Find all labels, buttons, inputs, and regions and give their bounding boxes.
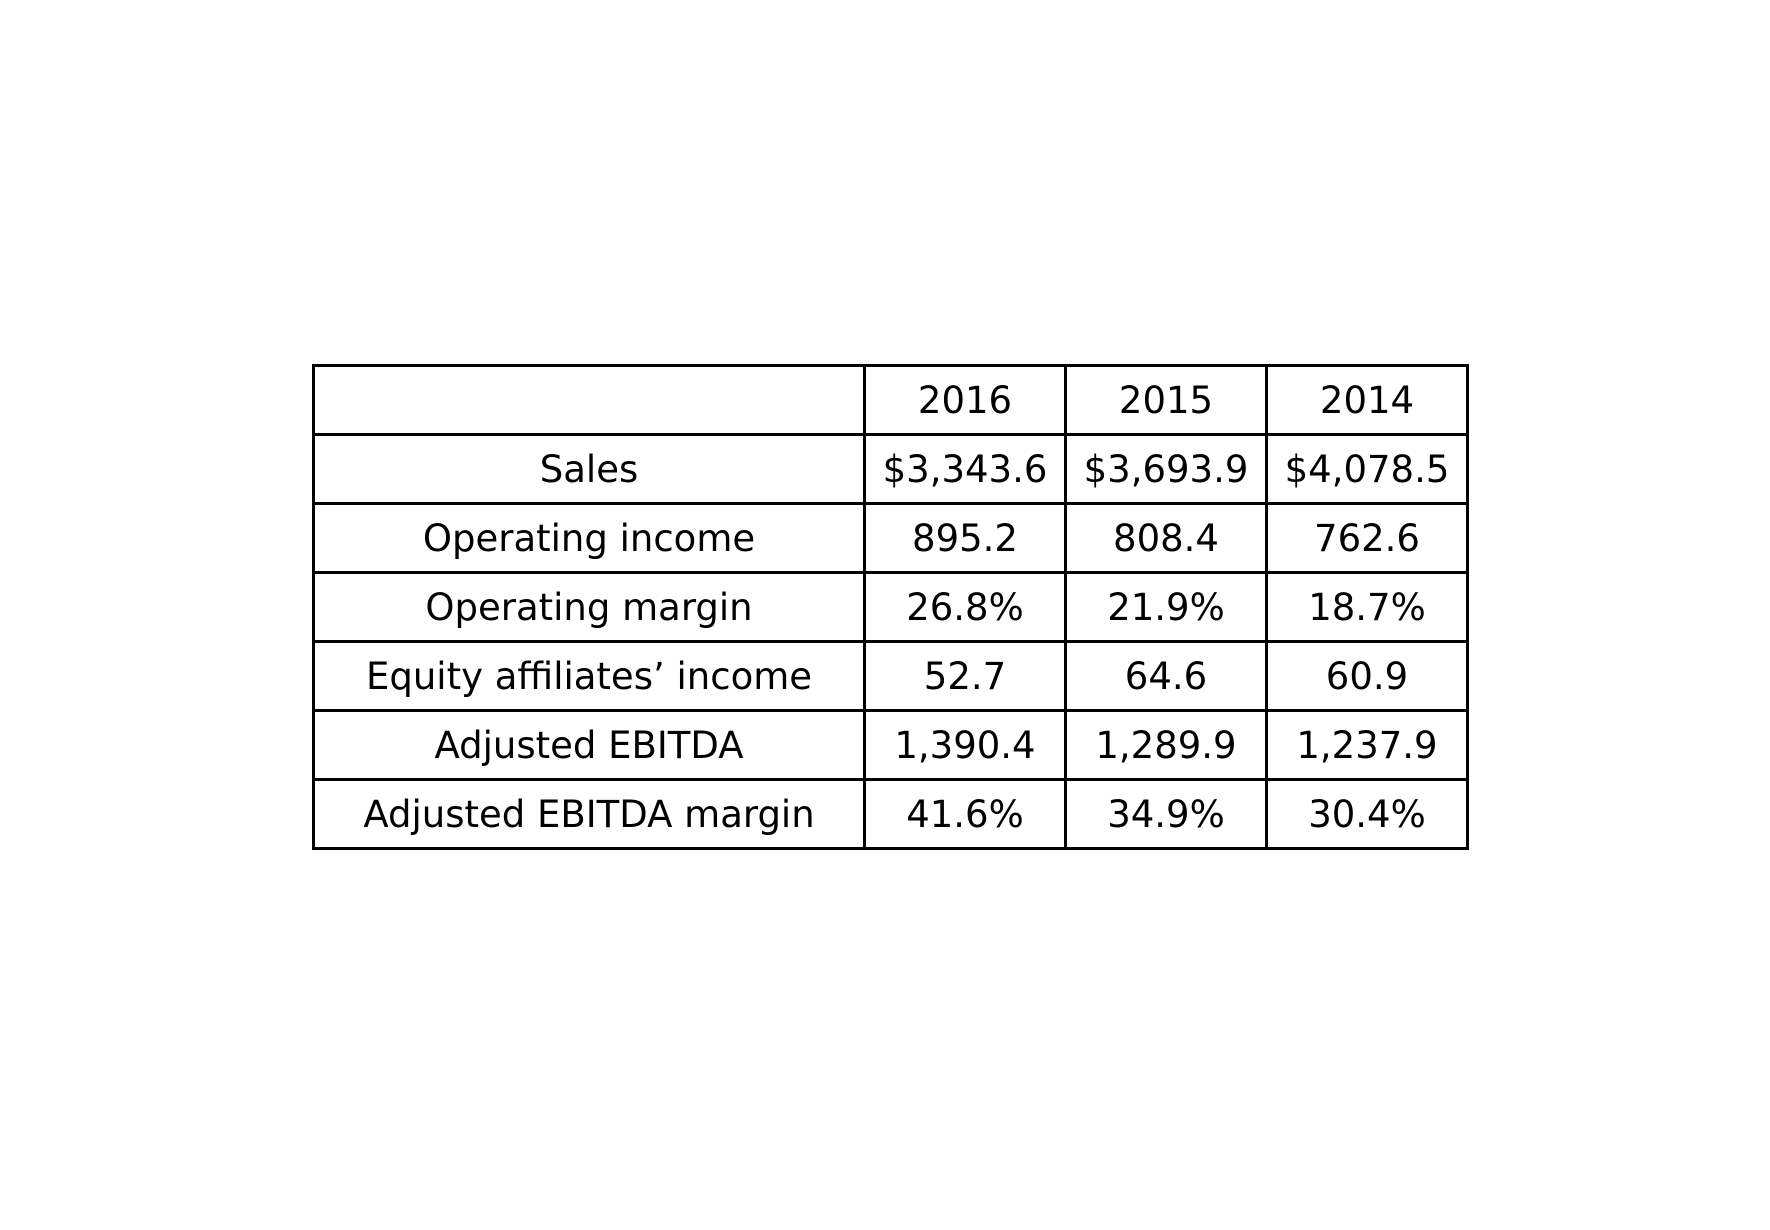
table-row-sales: Sales $3,343.6 $3,693.9 $4,078.5 [312, 433, 1469, 505]
row-label-cell: Equity affiliates’ income [312, 640, 866, 712]
row-label-cell: Sales [312, 433, 866, 505]
value-cell: 60.9 [1265, 640, 1469, 712]
value-cell: 41.6% [863, 778, 1067, 850]
row-label-cell: Operating margin [312, 571, 866, 643]
value-cell: $3,693.9 [1064, 433, 1268, 505]
header-cell-empty [312, 364, 866, 436]
value-cell: 52.7 [863, 640, 1067, 712]
header-cell-2014: 2014 [1265, 364, 1469, 436]
table-row-adjusted-ebitda: Adjusted EBITDA 1,390.4 1,289.9 1,237.9 [312, 709, 1469, 781]
value-cell: 30.4% [1265, 778, 1469, 850]
value-cell: 762.6 [1265, 502, 1469, 574]
table-row-operating-margin: Operating margin 26.8% 21.9% 18.7% [312, 571, 1469, 643]
value-cell: 895.2 [863, 502, 1067, 574]
header-row: 2016 2015 2014 [312, 364, 1469, 436]
value-cell: $3,343.6 [863, 433, 1067, 505]
table-row-operating-income: Operating income 895.2 808.4 762.6 [312, 502, 1469, 574]
value-cell: 1,237.9 [1265, 709, 1469, 781]
value-cell: 1,390.4 [863, 709, 1067, 781]
financial-summary-table: 2016 2015 2014 Sales $3,343.6 $3,693.9 $… [312, 364, 1469, 850]
value-cell: 64.6 [1064, 640, 1268, 712]
value-cell: 808.4 [1064, 502, 1268, 574]
table-row-adjusted-ebitda-margin: Adjusted EBITDA margin 41.6% 34.9% 30.4% [312, 778, 1469, 850]
value-cell: 34.9% [1064, 778, 1268, 850]
row-label-cell: Adjusted EBITDA margin [312, 778, 866, 850]
header-cell-2015: 2015 [1064, 364, 1268, 436]
value-cell: 21.9% [1064, 571, 1268, 643]
header-cell-2016: 2016 [863, 364, 1067, 436]
value-cell: 26.8% [863, 571, 1067, 643]
table-row-equity-affiliates-income: Equity affiliates’ income 52.7 64.6 60.9 [312, 640, 1469, 712]
row-label-cell: Adjusted EBITDA [312, 709, 866, 781]
value-cell: $4,078.5 [1265, 433, 1469, 505]
row-label-cell: Operating income [312, 502, 866, 574]
value-cell: 1,289.9 [1064, 709, 1268, 781]
value-cell: 18.7% [1265, 571, 1469, 643]
